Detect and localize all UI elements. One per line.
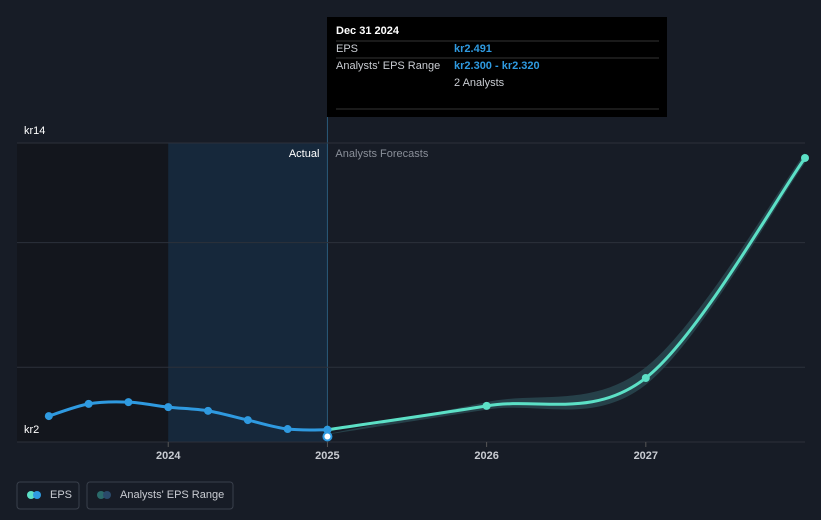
legend-label: Analysts' EPS Range bbox=[120, 489, 224, 501]
eps-line-point bbox=[204, 406, 213, 415]
x-tick-label: 2027 bbox=[634, 450, 658, 462]
forecast-line bbox=[327, 157, 807, 432]
legend: EPS Analysts' EPS Range bbox=[16, 481, 234, 510]
tooltip-box bbox=[327, 17, 667, 117]
legend-swatch bbox=[103, 491, 111, 499]
x-tick-label: 2024 bbox=[156, 450, 181, 462]
legend-swatch bbox=[97, 491, 105, 499]
tooltip-eps: kr2.491 bbox=[454, 43, 492, 55]
legend-label: EPS bbox=[50, 489, 72, 501]
eps-line-point bbox=[84, 399, 93, 408]
legend-box[interactable] bbox=[86, 481, 234, 510]
tooltip-date: Dec 31 2024 bbox=[336, 25, 400, 37]
range-band bbox=[327, 152, 805, 435]
range-point bbox=[322, 431, 333, 442]
tooltip-range: kr2.300 - kr2.320 bbox=[454, 60, 540, 72]
tooltip-analysts: 2 Analysts bbox=[454, 77, 505, 89]
eps-line-point bbox=[164, 403, 173, 412]
legend-box[interactable] bbox=[16, 481, 80, 510]
forecast-line-point bbox=[482, 401, 491, 410]
actual-region bbox=[168, 143, 328, 442]
forecast-label: Analysts Forecasts bbox=[335, 148, 428, 160]
forecast-line-point bbox=[801, 153, 809, 162]
tooltip-range-label: Analysts' EPS Range bbox=[336, 60, 440, 72]
x-tick-label: 2026 bbox=[474, 450, 498, 462]
actual-label: Actual bbox=[289, 148, 320, 160]
eps-line-point bbox=[283, 425, 292, 434]
eps-line-point bbox=[124, 398, 133, 407]
eps-line-point bbox=[44, 412, 53, 421]
legend-swatch bbox=[27, 491, 35, 499]
eps-line-point bbox=[323, 425, 332, 434]
y-tick-label: kr2 bbox=[24, 424, 39, 436]
tooltip-eps-label: EPS bbox=[336, 43, 358, 55]
forecast-line-point bbox=[641, 373, 650, 382]
x-tick-label: 2025 bbox=[315, 450, 339, 462]
tooltip: Dec 31 2024 EPS kr2.491 Analysts' EPS Ra… bbox=[327, 17, 667, 117]
legend-swatch bbox=[33, 491, 41, 499]
past-region bbox=[17, 143, 169, 442]
eps-line-point bbox=[243, 416, 252, 425]
y-tick-label: kr14 bbox=[24, 125, 45, 137]
